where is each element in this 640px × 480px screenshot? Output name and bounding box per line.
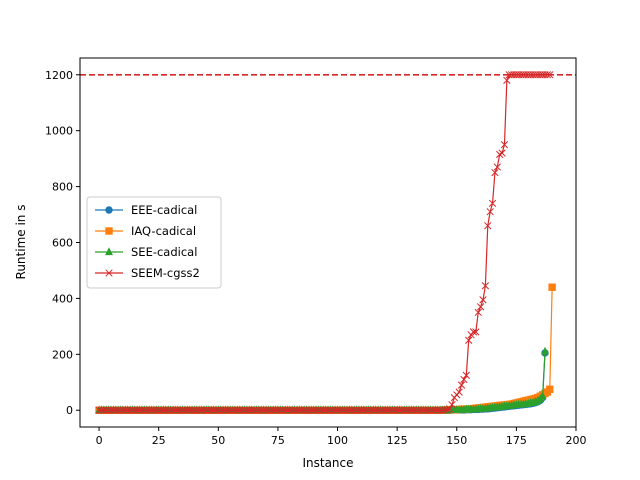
- series-line: [99, 74, 550, 411]
- y-tick-label: 400: [52, 292, 73, 305]
- x-tick-label: 200: [566, 434, 587, 447]
- data-point: [479, 296, 487, 304]
- legend-item: SEEM-cgss2: [95, 266, 200, 280]
- data-point: [488, 199, 497, 208]
- legend: EEE-cadical IAQ-cadical SEE-cadical SEEM-cg…: [86, 196, 222, 289]
- data-point: [486, 208, 494, 216]
- data-point: [500, 141, 509, 149]
- data-point: [441, 406, 449, 414]
- data-point: [493, 163, 501, 171]
- legend-label: SEE-cadical: [131, 245, 197, 259]
- y-tick-label: 200: [52, 348, 73, 361]
- x-tick-label: 175: [506, 434, 527, 447]
- x-tick-label: 100: [327, 434, 348, 447]
- data-point: [491, 168, 499, 177]
- data-point: [503, 76, 511, 85]
- y-tick-label: 600: [52, 237, 73, 250]
- legend-marker: [105, 269, 113, 277]
- legend-label: IAQ-cadical: [131, 224, 196, 238]
- series-iaq-cadical: [95, 283, 556, 414]
- x-tick-label: 125: [387, 434, 408, 447]
- legend-item: IAQ-cadical: [95, 224, 196, 238]
- data-point: [474, 308, 482, 317]
- data-point: [484, 222, 492, 230]
- y-tick-label: 0: [66, 404, 73, 417]
- x-tick-label: 0: [96, 434, 103, 447]
- x-tick-label: 25: [152, 434, 166, 447]
- legend-marker: [105, 206, 113, 214]
- y-axis-label: Runtime in s: [14, 205, 28, 280]
- data-point: [465, 336, 473, 344]
- data-point: [481, 282, 490, 290]
- y-tick-label: 800: [52, 181, 73, 194]
- y-tick-label: 1200: [45, 69, 73, 82]
- series-line: [99, 351, 546, 411]
- data-point: [548, 283, 556, 291]
- data-point: [462, 371, 470, 379]
- data-point: [455, 388, 463, 396]
- series-see-cadical: [95, 346, 549, 414]
- x-tick-label: 150: [446, 434, 467, 447]
- plot-area: [80, 71, 576, 414]
- data-point: [448, 400, 456, 409]
- data-point: [469, 328, 478, 336]
- data-point: [457, 381, 466, 389]
- y-tick-label: 1000: [45, 125, 73, 138]
- legend-item: EEE-cadical: [95, 203, 197, 217]
- legend-box: [86, 196, 222, 289]
- x-tick-label: 50: [211, 434, 225, 447]
- series-line: [99, 352, 546, 411]
- data-point: [498, 149, 506, 157]
- data-point: [543, 71, 552, 79]
- x-tick-label: 75: [271, 434, 285, 447]
- series-line: [99, 287, 553, 411]
- legend-label: SEEM-cgss2: [131, 266, 200, 280]
- legend-marker: [105, 247, 113, 256]
- x-axis-label: Instance: [302, 456, 353, 470]
- axes: 0 25 50 75 100 125 150 175 200 0 200 400 600 800 1000 1…: [45, 57, 587, 447]
- data-point: [445, 405, 454, 413]
- data-point: [460, 375, 468, 384]
- data-point: [541, 346, 549, 355]
- legend-label: EEE-cadical: [131, 203, 197, 217]
- series-seem-cgss2: [95, 71, 554, 414]
- legend-item: SEE-cadical: [95, 245, 197, 259]
- legend-marker: [105, 227, 113, 235]
- data-point: [546, 385, 554, 393]
- data-point: [538, 391, 547, 400]
- data-point: [476, 303, 485, 311]
- data-point: [472, 328, 480, 336]
